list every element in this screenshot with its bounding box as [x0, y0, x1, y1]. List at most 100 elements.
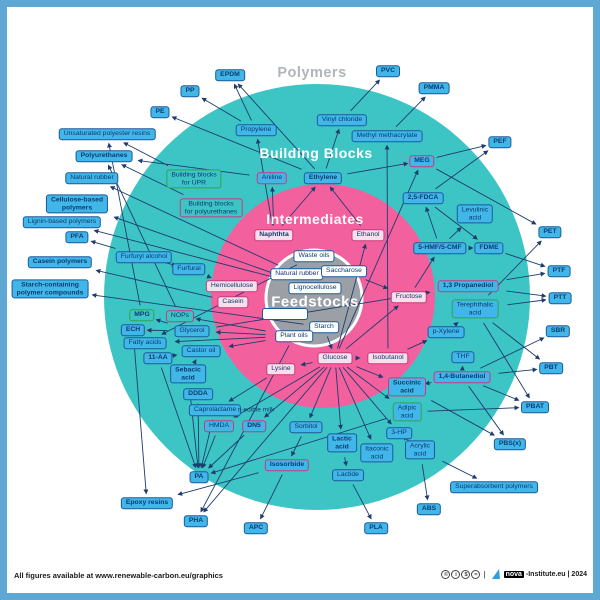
- edge-ethylene-to-meg: [347, 161, 409, 175]
- node-pp: PP: [180, 85, 200, 97]
- edge-glucose-to-hp3: [342, 366, 392, 425]
- node-fdca: 2,5-FDCA: [402, 192, 444, 204]
- node-furfural: Furfural: [172, 263, 206, 275]
- edge-propylene-to-epdm: [233, 83, 252, 121]
- node-milk: n-edible milk: [237, 406, 275, 414]
- node-ptt: PTT: [548, 292, 572, 304]
- node-sorbitol: Sorbitol: [289, 421, 323, 433]
- zone-title-building-blocks: Building Blocks: [259, 145, 373, 161]
- edge-glucose-to-pha: [203, 366, 328, 513]
- node-sbr: SBR: [545, 325, 571, 337]
- edge-nops-to-pur: [107, 164, 176, 307]
- edge-castor-to-aa11: [172, 353, 178, 359]
- node-pxylene: p-Xylene: [427, 326, 465, 338]
- edge-fdca-to-fdme: [434, 206, 478, 240]
- edge-vinylchloride-to-pvc: [350, 79, 381, 112]
- node-hmf: 5-HMF/5-CMF: [413, 242, 467, 254]
- edge-isosorbide-to-epoxy: [177, 472, 259, 496]
- node-upr: Unsaturated polyester resins: [58, 128, 156, 140]
- node-acrylic: Acrylic acid: [404, 440, 436, 460]
- edge-bdo-to-sbr: [480, 337, 545, 369]
- node-naphtha: Naphthta: [254, 229, 294, 241]
- edge-lignocellulose-to-cellulose_p: [113, 216, 291, 280]
- node-glucose: Glucose: [317, 352, 353, 364]
- footer-note: All figures available at www.renewable-c…: [14, 571, 223, 580]
- nova-logo-icon: [491, 569, 502, 579]
- node-vinylchloride: Vinyl chloride: [316, 114, 368, 126]
- edge-meg-to-pef: [436, 144, 487, 158]
- edge-glycerol-to-mpg: [155, 318, 168, 324]
- node-isobutanol: Isobutanol: [367, 352, 409, 364]
- edge-mpg-to-upr: [107, 142, 141, 306]
- node-pbt: PBT: [539, 362, 563, 374]
- node-nrubber_f: Natural rubber: [270, 268, 324, 280]
- edge-plantoils-to-castor: [228, 340, 266, 349]
- edge-sebacic-to-pa: [189, 388, 201, 469]
- node-hp3: 3-HP: [386, 427, 412, 439]
- node-starch: Starch: [309, 321, 339, 333]
- node-castor: Castor oil: [181, 345, 221, 357]
- node-meg: MEG: [409, 155, 435, 167]
- node-adipic: Adipic acid: [392, 402, 422, 422]
- node-lysine: Lysine: [266, 363, 296, 375]
- edge-glucose-to-adipic: [346, 366, 390, 399]
- node-bb_pu: Building blocks for polyurethanes: [179, 198, 243, 218]
- edge-bdo-to-pbt: [498, 367, 538, 374]
- node-pa: PA: [189, 471, 209, 483]
- node-ptf: PTF: [547, 265, 571, 277]
- edge-lysine-to-caprolactam: [228, 377, 267, 402]
- edge-naphtha-to-ethylene: [281, 186, 316, 227]
- node-lactic: Lactic acid: [327, 433, 357, 453]
- cc-icon-3: =: [471, 569, 481, 579]
- node-pur: Polyurethanes: [75, 150, 133, 162]
- edge-adipic-to-pbat: [427, 405, 520, 412]
- edge-tpa-to-ptt: [507, 297, 547, 306]
- node-tpa: Terephthalic acid: [451, 299, 499, 319]
- edge-succinic-to-pbsx: [431, 400, 495, 436]
- edge-meg-to-pet: [436, 168, 537, 225]
- edge-ethylene-to-epdm: [237, 83, 316, 170]
- node-pe: PE: [150, 106, 170, 118]
- node-dn5: DN5: [242, 420, 266, 432]
- edge-tpa-to-pbt: [492, 322, 541, 360]
- node-lactide: Lactide: [332, 469, 364, 481]
- edge-glucose-to-succinic: [356, 366, 384, 378]
- node-lignin_p: Lignin-based polymers: [22, 216, 102, 228]
- nova-logo-label: nova: [503, 570, 524, 578]
- edge-glucose-to-lysine: [300, 361, 313, 367]
- node-ddda: DDDA: [183, 388, 213, 400]
- edge-casein-to-casein_p: [95, 268, 213, 298]
- edge-glucose-to-itaconic: [338, 367, 372, 440]
- edge-glucose-to-ethanol: [337, 243, 367, 349]
- node-furfuryl: Furfuryl alcohol: [115, 251, 173, 263]
- edge-bb_upr-to-upr: [123, 142, 169, 167]
- edge-aa11-to-pa: [160, 367, 197, 469]
- node-sap: Superabsorbent polymers: [450, 481, 538, 493]
- node-saccharose: Saccharose: [321, 265, 367, 277]
- node-fatty: Fatty acids: [123, 337, 167, 349]
- node-pet: PET: [538, 226, 562, 238]
- edge-ethylene-to-vinylchloride: [325, 128, 340, 169]
- node-thf: THF: [451, 351, 475, 363]
- node-aa11: 11-AA: [143, 352, 173, 364]
- node-pbat: PBAT: [521, 401, 549, 413]
- edge-sorbitol-to-isosorbide: [291, 436, 302, 457]
- edge-bdo-to-pbat: [482, 385, 520, 402]
- node-casein_p: Casein polymers: [27, 256, 93, 268]
- cc-license-icons: © i $ =: [441, 569, 481, 579]
- node-succinic: Succinic acid: [388, 377, 426, 397]
- node-pha: PHA: [183, 515, 209, 527]
- node-itaconic: Itaconic acid: [360, 443, 394, 463]
- edge-hmf-to-levulinic: [449, 227, 462, 240]
- node-levulinic: Levulinic acid: [456, 204, 494, 224]
- node-mpg: MPG: [129, 309, 155, 321]
- zone-title-polymers: Polymers: [277, 65, 347, 81]
- node-fructose: Fructose: [390, 291, 428, 303]
- edge-ethanol-to-ethylene: [329, 186, 362, 227]
- node-pef: PEF: [488, 136, 512, 148]
- edge-hmda-to-pa: [201, 435, 216, 469]
- edge-acrylic-to-sap: [442, 460, 478, 479]
- edge-bdo-to-pbsx: [468, 386, 504, 436]
- cc-icon-2: $: [461, 569, 471, 579]
